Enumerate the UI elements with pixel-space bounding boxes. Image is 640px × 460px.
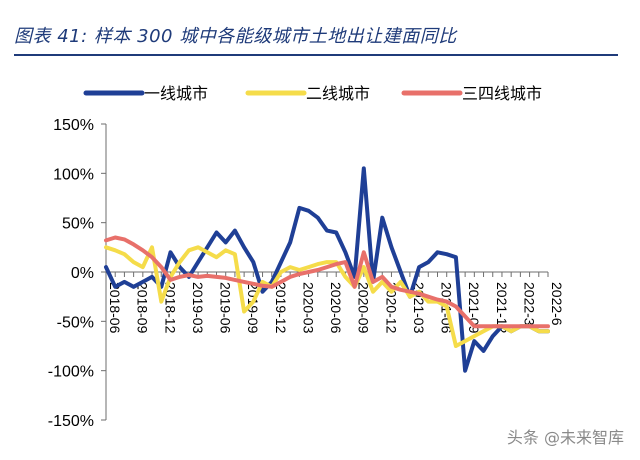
watermark: 头条 @未来智库 [506,428,624,447]
x-tick-label: 2018-09 [135,282,151,334]
x-tick-label: 2018-12 [162,282,178,334]
series-line-2 [104,245,550,348]
series-line-1 [104,166,550,373]
y-tick-label: -100% [48,364,94,381]
y-tick-label: 0% [71,265,94,282]
y-tick-label: 100% [53,166,94,183]
x-tick-label: 2020-06 [328,282,344,334]
x-tick-label: 2019-06 [218,282,234,334]
x-tick-label: 2022-6 [549,282,565,326]
x-tick-label: 2019-12 [273,282,289,334]
y-tick-label: 150% [53,117,94,134]
y-tick-label: 50% [62,216,94,233]
x-tick-label: 2022-3 [521,282,537,326]
legend-label-3: 三四线城市 [462,84,542,103]
legend-label-2: 二线城市 [306,84,370,103]
x-tick-label: 2021-12 [494,282,510,334]
x-tick-label: 2020-09 [356,282,372,334]
x-tick-label: 2020-12 [383,282,399,334]
x-tick-label: 2020-03 [300,282,316,334]
title-divider [14,54,618,56]
x-tick-label: 2019-03 [190,282,206,334]
y-tick-label: -150% [48,413,94,430]
chart-title: 图表 41: 样本 300 城中各能级城市土地出让建面同比 [14,26,457,47]
y-tick-label: -50% [57,314,94,331]
x-tick-label: 2018-06 [107,282,123,334]
legend-label-1: 一线城市 [144,84,208,103]
series-line-3 [104,235,550,329]
